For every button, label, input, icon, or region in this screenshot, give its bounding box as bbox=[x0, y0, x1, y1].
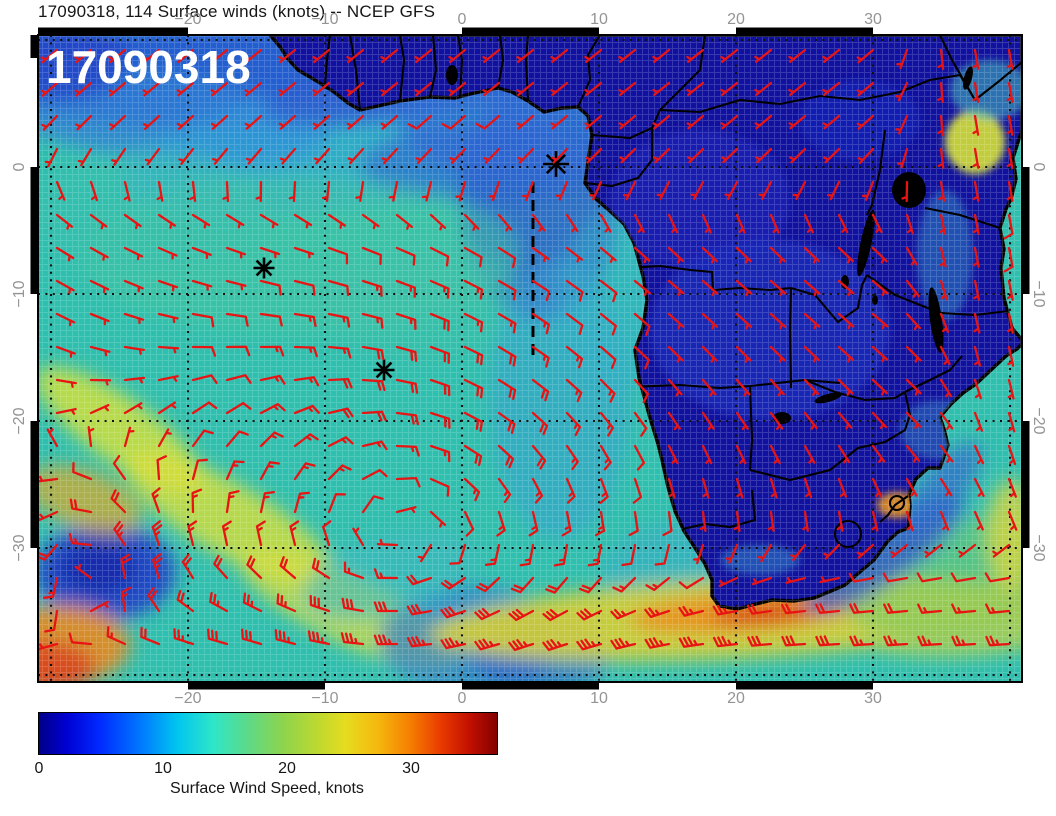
waypoint-markers bbox=[253, 151, 569, 381]
lon-tick-label: 30 bbox=[864, 690, 882, 707]
colorbar-tick-label: 0 bbox=[34, 760, 44, 777]
lon-tick-label: −10 bbox=[311, 11, 339, 28]
lat-tick-label: −30 bbox=[11, 534, 28, 562]
map-datetime-label: 17090318 bbox=[46, 41, 251, 93]
lon-tick-label: 10 bbox=[590, 690, 608, 707]
lat-tick-label: −10 bbox=[11, 280, 28, 308]
colorbar-label: Surface Wind Speed, knots bbox=[170, 780, 364, 797]
lon-tick-label: 0 bbox=[457, 11, 467, 28]
lon-tick-label: −10 bbox=[311, 690, 339, 707]
lon-tick-label: −20 bbox=[174, 11, 202, 28]
frame-segments bbox=[30, 27, 1030, 690]
lon-tick-label: −20 bbox=[174, 690, 202, 707]
wind-barbs bbox=[38, 48, 1018, 652]
map-layers bbox=[38, 35, 1022, 682]
plot-title: 17090318, 114 Surface winds (knots) -- N… bbox=[38, 2, 436, 21]
lat-tick-label: −30 bbox=[1030, 534, 1047, 562]
lon-tick-label: 10 bbox=[590, 11, 608, 28]
lat-tick-label: −10 bbox=[1030, 280, 1047, 308]
colorbar-tick-label: 10 bbox=[154, 760, 172, 777]
lon-tick-label: 20 bbox=[727, 690, 745, 707]
lat-tick-label: −20 bbox=[11, 407, 28, 435]
graticule bbox=[38, 35, 1022, 682]
lon-tick-label: 30 bbox=[864, 11, 882, 28]
colorbar-tick-label: 30 bbox=[402, 760, 420, 777]
lon-tick-label: 0 bbox=[457, 690, 467, 707]
wind-speed-colorbar bbox=[38, 712, 498, 755]
pixel-texture bbox=[38, 35, 1022, 682]
lat-tick-label: −20 bbox=[1030, 407, 1047, 435]
lat-tick-label: 0 bbox=[1030, 162, 1047, 172]
colorbar-tick-label: 20 bbox=[278, 760, 296, 777]
lon-tick-label: 20 bbox=[727, 11, 745, 28]
lat-tick-label: 0 bbox=[11, 162, 28, 172]
